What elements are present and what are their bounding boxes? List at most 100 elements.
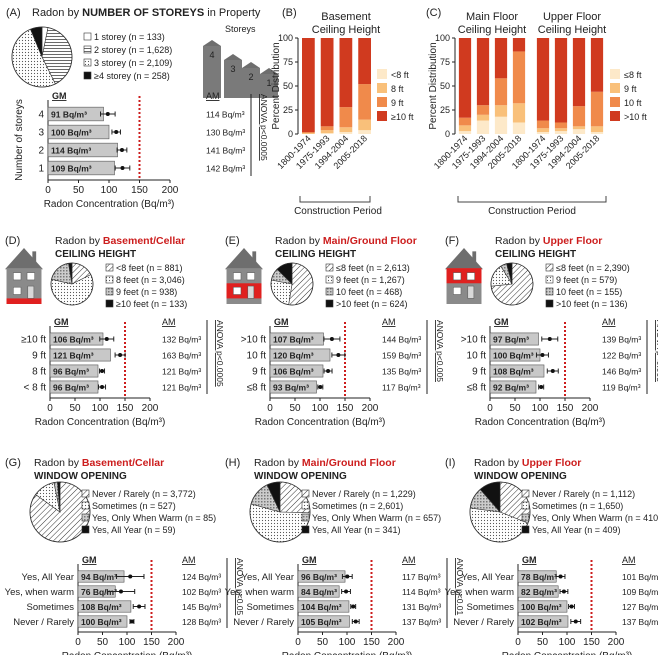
category-label: Yes, when warm: [445, 587, 514, 598]
legend-item: 10 feet (n = 468): [336, 287, 402, 297]
title-bold: Basement/Cellar: [103, 235, 185, 247]
gm-bar: [47, 160, 115, 176]
category-label: 10 ft: [467, 351, 487, 362]
stacked-bar-segment: [339, 127, 353, 133]
legend-item: 9 ft: [624, 84, 637, 94]
am-value-label: 102 Bq/m³: [182, 587, 221, 597]
chart-title: Basement: [321, 11, 371, 23]
x-tick-label: 200: [362, 403, 379, 414]
x-tick-label: 200: [608, 637, 625, 648]
house-window: [13, 286, 22, 295]
panel-label: (H): [225, 457, 240, 469]
am-value-label: 117 Bq/m³: [382, 383, 421, 393]
am-marker: [318, 385, 323, 389]
am-value-label: 142 Bq/m³: [206, 164, 245, 174]
am-value-label: 132 Bq/m³: [162, 335, 201, 345]
am-header: AM: [182, 555, 196, 565]
legend-swatch: [83, 71, 92, 80]
panel-H: (H) Radon by Main/Ground Floor WINDOW OPEN…: [225, 457, 441, 543]
title-post: in Property: [204, 7, 261, 19]
am-marker: [118, 589, 123, 594]
legend-swatch: [545, 275, 554, 284]
storey-count: 3: [230, 64, 235, 74]
gm-bar: [489, 364, 545, 378]
x-tick-label: 150: [143, 637, 160, 648]
x-axis-title: Radon Concentration (Bq/m³): [475, 417, 606, 428]
house-roof: [225, 248, 263, 270]
gm-bar: [269, 364, 324, 378]
panel-E: (E) Radon by Main/Ground Floor CEILING HEI…: [225, 235, 417, 309]
bar-panel-D: GM AM 0 50 100 150 200 Radon Concentration (Bq/…: [21, 317, 225, 428]
x-tick-label: 50: [289, 403, 301, 414]
am-header: AM: [622, 555, 636, 565]
y-tick-label: 50: [440, 81, 450, 91]
am-marker: [353, 619, 358, 624]
x-tick-label: 0: [515, 637, 521, 648]
am-marker: [120, 166, 125, 170]
stacked-bar-segment: [358, 84, 371, 120]
panel-label: (B): [282, 7, 297, 19]
stacked-bar-segment: [590, 38, 604, 92]
am-value-label: 117 Bq/m³: [402, 572, 441, 582]
x-tick-label: 50: [537, 637, 549, 648]
am-marker: [561, 589, 566, 594]
stacked-bar-segment: [458, 117, 472, 126]
am-value-label: 163 Bq/m³: [162, 351, 201, 361]
x-tick-label: 200: [162, 185, 179, 196]
house-chimney: [252, 251, 257, 264]
gm-value-label: 97 Bq/m³: [493, 335, 529, 345]
x-axis-title: Radon Concentration (Bq/m³): [44, 199, 175, 210]
am-value-label: 141 Bq/m³: [206, 146, 245, 156]
stacked-bar-segment: [554, 128, 568, 132]
house-body: [6, 268, 42, 304]
pie-outline: [490, 262, 534, 306]
storey-count: 1: [266, 78, 271, 88]
am-value-label: 159 Bq/m³: [382, 351, 421, 361]
gm-bar: [77, 615, 128, 628]
x-tick-label: 0: [267, 403, 273, 414]
stacked-bar-segment: [494, 116, 508, 134]
stacked-bar-segment: [512, 103, 526, 123]
house-window: [453, 272, 462, 281]
gm-value-label: 84 Bq/m³: [301, 587, 337, 597]
x-tick-label: 150: [337, 403, 354, 414]
x-tick-label: 50: [97, 637, 109, 648]
category-label: 3: [38, 128, 44, 139]
legend-swatch: [105, 287, 114, 296]
category-label: Sometimes: [26, 602, 74, 613]
stacked-bar-segment: [536, 128, 550, 133]
legend-item: ≥10 ft: [391, 112, 414, 122]
gm-value-label: 108 Bq/m³: [81, 602, 122, 612]
stacked-bar-segment: [554, 122, 568, 129]
legend-item: <8 ft: [391, 70, 409, 80]
legend-item: 10 feet (n = 155): [556, 287, 622, 297]
stacked-bar-segment: [554, 131, 568, 134]
x-axis-title: Radon Concentration (Bq/m³): [502, 651, 633, 655]
stacked-bar-segment: [536, 38, 550, 121]
legend-item: Yes, All Year (n = 409): [532, 525, 620, 535]
am-marker: [539, 385, 544, 389]
legend-swatch: [377, 69, 387, 79]
category-label: Sometimes: [246, 602, 294, 613]
legend-swatch: [545, 287, 554, 296]
panel-G: (G) Radon by Basement/Cellar WINDOW OPENIN…: [5, 457, 216, 543]
title-pre: Radon by: [32, 7, 82, 19]
gm-bar: [49, 348, 111, 362]
legend-item: <8 feet (n = 881): [116, 263, 183, 273]
stacked-bar-segment: [494, 78, 508, 106]
am-marker: [100, 385, 105, 389]
am-value-label: 137 Bq/m³: [622, 617, 658, 627]
x-tick-label: 200: [142, 403, 159, 414]
chart-title: Ceiling Height: [458, 24, 526, 36]
stacked-bar-segment: [339, 38, 353, 108]
stacked-bar-segment: [339, 107, 353, 128]
panel-title: Radon by Upper Floor: [495, 235, 602, 247]
y-tick-label: 100: [435, 33, 450, 43]
gm-bar: [47, 124, 110, 140]
am-value-label: 121 Bq/m³: [162, 383, 201, 393]
title-bold: NUMBER OF STOREYS: [82, 7, 204, 19]
gm-value-label: 109 Bq/m³: [51, 164, 92, 174]
house-roof: [5, 248, 43, 270]
am-header: AM: [602, 317, 616, 327]
panel-subtitle: CEILING HEIGHT: [495, 249, 576, 260]
